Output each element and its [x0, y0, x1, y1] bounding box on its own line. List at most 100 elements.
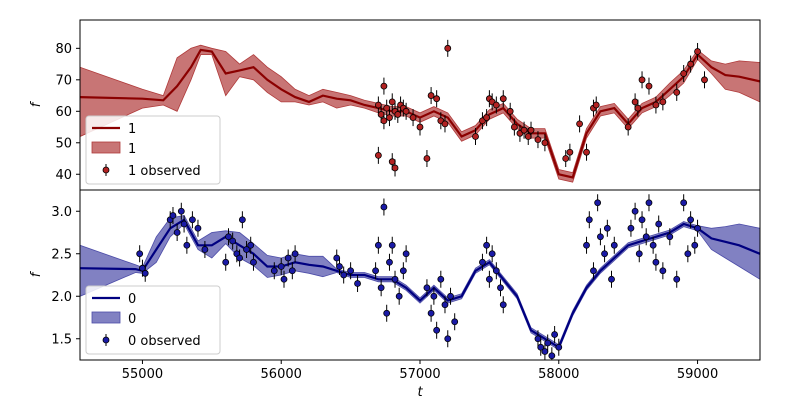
x-tick-label: 58000 — [538, 367, 579, 382]
observed-point — [472, 133, 479, 140]
observed-point — [402, 107, 410, 115]
observed-point — [173, 229, 181, 236]
observed-point — [236, 254, 243, 262]
observed-point — [499, 301, 507, 309]
observed-point — [377, 284, 385, 292]
observed-point — [592, 101, 600, 109]
observed-point — [374, 101, 382, 109]
legend-box — [85, 115, 221, 185]
observed-point — [642, 233, 650, 241]
observed-point — [537, 343, 545, 351]
legend-point-swatch — [102, 166, 110, 174]
observed-point — [659, 98, 667, 106]
observed-point — [601, 250, 608, 258]
observed-point — [649, 241, 657, 249]
y-tick-label: 2.5 — [51, 247, 72, 262]
top-panel: 40 50 60 70 80 1 1 1 observed — [55, 19, 761, 191]
observed-point — [608, 275, 615, 283]
observed-point — [336, 263, 343, 270]
observed-point — [541, 348, 549, 355]
observed-point — [631, 98, 639, 106]
observed-point — [534, 136, 542, 144]
observed-point — [673, 89, 681, 96]
observed-point — [136, 250, 144, 258]
observed-point — [527, 126, 535, 134]
observed-point — [666, 233, 674, 241]
observed-point — [687, 216, 695, 224]
observed-point — [680, 199, 688, 207]
observed-point — [340, 271, 348, 279]
plot-area — [80, 194, 760, 360]
observed-point — [333, 254, 341, 262]
legend-band-swatch — [91, 311, 121, 324]
observed-point — [394, 111, 402, 118]
observed-point — [225, 233, 232, 241]
observed-point — [291, 250, 299, 258]
plot-area — [80, 39, 760, 183]
observed-point — [222, 258, 230, 266]
y-tick-label: 50 — [55, 136, 72, 151]
legend-band-label: 1 — [128, 142, 136, 157]
x-tick-label: 59000 — [677, 367, 718, 382]
observed-point — [380, 117, 388, 125]
observed-point — [441, 120, 449, 128]
observed-point — [374, 151, 382, 159]
observed-point — [433, 326, 441, 334]
legend-line-label: 1 — [128, 122, 136, 137]
y-tick-label: 3.0 — [51, 205, 72, 220]
observed-point — [694, 224, 701, 232]
observed-point — [444, 44, 452, 52]
observed-point — [555, 343, 563, 351]
observed-point — [492, 101, 500, 109]
observed-point — [541, 139, 549, 147]
observed-point — [551, 331, 559, 338]
observed-point — [659, 267, 667, 275]
observed-point — [430, 292, 438, 300]
observed-point — [427, 92, 435, 99]
observed-point — [399, 267, 407, 275]
observed-point — [585, 216, 593, 224]
observed-point — [534, 335, 542, 343]
observed-point — [624, 123, 632, 131]
observed-point — [380, 203, 388, 211]
observed-point — [603, 224, 611, 232]
observed-point — [479, 258, 486, 266]
observed-point — [635, 250, 643, 258]
observed-point — [409, 114, 417, 121]
observed-point — [634, 104, 642, 112]
observed-point — [483, 241, 491, 249]
observed-point — [497, 284, 504, 292]
observed-point — [566, 148, 574, 156]
uncertainty-band — [80, 215, 760, 351]
observed-point — [423, 284, 431, 292]
observed-point — [427, 309, 435, 317]
observed-point — [391, 275, 399, 283]
observed-point — [691, 241, 699, 249]
observed-point — [391, 164, 399, 172]
observed-point — [451, 318, 459, 326]
observed-point — [169, 212, 177, 219]
legend-observed-label: 1 observed — [128, 164, 201, 179]
observed-point — [374, 241, 382, 249]
observed-point — [180, 220, 188, 228]
observed-point — [447, 292, 454, 300]
observed-point — [673, 275, 681, 283]
observed-point — [194, 224, 202, 232]
observed-point — [372, 267, 379, 275]
observed-point — [444, 335, 452, 343]
observed-point — [441, 301, 449, 309]
observed-point — [177, 207, 185, 215]
observed-point — [594, 199, 602, 207]
observed-point — [284, 254, 292, 262]
observed-point — [680, 70, 688, 77]
legend-line-label: 0 — [128, 292, 136, 307]
observed-point — [354, 280, 361, 287]
observed-point — [627, 224, 635, 232]
observed-point — [590, 267, 597, 275]
observed-point — [483, 114, 491, 121]
observed-point — [638, 216, 646, 224]
observed-point — [510, 123, 518, 131]
observed-point — [386, 258, 393, 266]
